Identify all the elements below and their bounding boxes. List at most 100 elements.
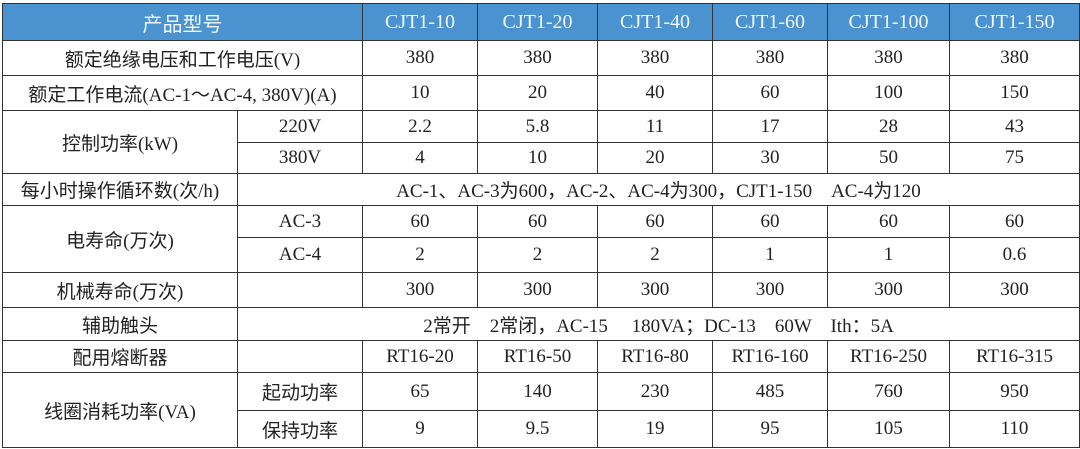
value-cell: 19 — [597, 410, 713, 448]
row-control_power: 380V 4 10 20 30 50 75 — [3, 142, 1080, 174]
value-cell: RT16-20 — [362, 340, 478, 373]
row-label: 额定绝缘电压和工作电压(V) — [2, 40, 363, 76]
sub-label: 220V — [237, 110, 363, 143]
model-header: CJT1-150 — [949, 3, 1080, 41]
value-cell: RT16-315 — [949, 340, 1080, 373]
spec-table: 产品型号 CJT1-10 CJT1-20 CJT1-40 CJT1-60 CJT1-100… — [2, 3, 1080, 448]
value-cell: 0.6 — [949, 237, 1080, 273]
value-cell: 105 — [827, 410, 950, 448]
value-cell: 10 — [362, 75, 478, 111]
value-cell: 28 — [827, 110, 950, 143]
row-fuse: 配用熔断器 RT16-20 RT16-50 RT16-80 RT16-160 RT16-2… — [2, 340, 1080, 373]
value-cell: RT16-80 — [597, 340, 713, 373]
empty-cell — [237, 272, 363, 308]
row-control_power: 控制功率(kW) 220V 2.2 5.8 11 17 28 43 — [2, 110, 1080, 174]
value-cell: 60 — [949, 205, 1080, 238]
value-cell: 17 — [712, 110, 828, 143]
value-cell: 2 — [362, 237, 478, 273]
row-coil_power: 保持功率 9 9.5 19 95 105 110 — [3, 410, 1080, 448]
row-label: 配用熔断器 — [2, 340, 238, 373]
row-label: 电寿命(万次) — [2, 205, 238, 273]
row-coil_power: 线圈消耗功率(VA) 起动功率 65 140 230 485 760 950 — [2, 372, 1080, 448]
value-cell: 140 — [477, 372, 598, 411]
value-cell: 150 — [949, 75, 1080, 111]
value-cell: 60 — [827, 205, 950, 238]
row-electrical_life: AC-4 2 2 2 1 1 0.6 — [3, 237, 1080, 273]
value-cell: 485 — [712, 372, 828, 411]
row-label: 每小时操作循环数(次/h) — [2, 173, 238, 206]
value-cell: 380 — [362, 40, 478, 76]
value-cell: 50 — [827, 142, 950, 174]
value-cell: 950 — [949, 372, 1080, 411]
value-cell: 380 — [477, 40, 598, 76]
value-cell: 9.5 — [477, 410, 598, 448]
model-header: CJT1-10 — [362, 3, 478, 41]
value-cell: 20 — [477, 75, 598, 111]
row-label: 线圈消耗功率(VA) — [2, 372, 238, 448]
value-cell: 2 — [477, 237, 598, 273]
value-cell: RT16-250 — [827, 340, 950, 373]
value-cell: 40 — [597, 75, 713, 111]
value-cell: 75 — [949, 142, 1080, 174]
value-cell: 60 — [712, 75, 828, 111]
value-cell: 30 — [712, 142, 828, 174]
sub-label: AC-4 — [237, 237, 363, 273]
value-cell: 1 — [827, 237, 950, 273]
value-cell: 300 — [827, 272, 950, 308]
model-header: CJT1-60 — [712, 3, 828, 41]
model-header: CJT1-20 — [477, 3, 598, 41]
empty-cell — [237, 340, 363, 373]
value-cell: 43 — [949, 110, 1080, 143]
row-label: 控制功率(kW) — [2, 110, 238, 174]
value-cell: 1 — [712, 237, 828, 273]
row-insulation-voltage: 额定绝缘电压和工作电压(V) 380 380 380 380 380 380 — [2, 40, 1080, 76]
value-cell: 5.8 — [477, 110, 598, 143]
sub-label: AC-3 — [237, 205, 363, 238]
value-cell: 300 — [477, 272, 598, 308]
value-cell: 65 — [362, 372, 478, 411]
value-cell: RT16-50 — [477, 340, 598, 373]
value-cell: 9 — [362, 410, 478, 448]
row-operations-per-hour: 每小时操作循环数(次/h) AC-1、AC-3为600，AC-2、AC-4为300… — [2, 173, 1080, 206]
value-cell: 300 — [597, 272, 713, 308]
value-cell: 230 — [597, 372, 713, 411]
value-cell: 380 — [712, 40, 828, 76]
value-cell: 60 — [477, 205, 598, 238]
value-cell: 760 — [827, 372, 950, 411]
merged-value: AC-1、AC-3为600，AC-2、AC-4为300，CJT1-150 AC-… — [237, 173, 1080, 206]
value-cell: RT16-160 — [712, 340, 828, 373]
value-cell: 380 — [949, 40, 1080, 76]
row-rated-current: 额定工作电流(AC-1～AC-4, 380V)(A) 10 20 40 60 100 150 — [2, 75, 1080, 111]
model-header: CJT1-100 — [827, 3, 950, 41]
row-label: 额定工作电流(AC-1～AC-4, 380V)(A) — [2, 75, 363, 111]
value-cell: 11 — [597, 110, 713, 143]
value-cell: 60 — [712, 205, 828, 238]
value-cell: 2 — [597, 237, 713, 273]
value-cell: 4 — [362, 142, 478, 174]
value-cell: 100 — [827, 75, 950, 111]
header-row: 产品型号 CJT1-10 CJT1-20 CJT1-40 CJT1-60 CJT1-100… — [2, 3, 1080, 41]
value-cell: 2.2 — [362, 110, 478, 143]
row-mechanical-life: 机械寿命(万次) 300 300 300 300 300 300 — [2, 272, 1080, 308]
value-cell: 20 — [597, 142, 713, 174]
row-label: 机械寿命(万次) — [2, 272, 238, 308]
value-cell: 300 — [949, 272, 1080, 308]
value-cell: 110 — [949, 410, 1080, 448]
value-cell: 95 — [712, 410, 828, 448]
value-cell: 380 — [597, 40, 713, 76]
sub-label: 保持功率 — [237, 410, 363, 448]
row-label: 辅助触头 — [2, 307, 238, 341]
value-cell: 60 — [597, 205, 713, 238]
model-header: CJT1-40 — [597, 3, 713, 41]
sub-label: 起动功率 — [237, 372, 363, 411]
merged-value: 2常开 2常闭，AC-15 180VA；DC-13 60W Ith：5A — [237, 307, 1080, 341]
value-cell: 60 — [362, 205, 478, 238]
sub-label: 380V — [237, 142, 363, 174]
header-label: 产品型号 — [2, 3, 363, 41]
value-cell: 10 — [477, 142, 598, 174]
value-cell: 380 — [827, 40, 950, 76]
row-electrical_life: 电寿命(万次) AC-3 60 60 60 60 60 60 — [2, 205, 1080, 273]
value-cell: 300 — [712, 272, 828, 308]
value-cell: 300 — [362, 272, 478, 308]
row-auxiliary-contacts: 辅助触头 2常开 2常闭，AC-15 180VA；DC-13 60W Ith：5A — [2, 307, 1080, 341]
